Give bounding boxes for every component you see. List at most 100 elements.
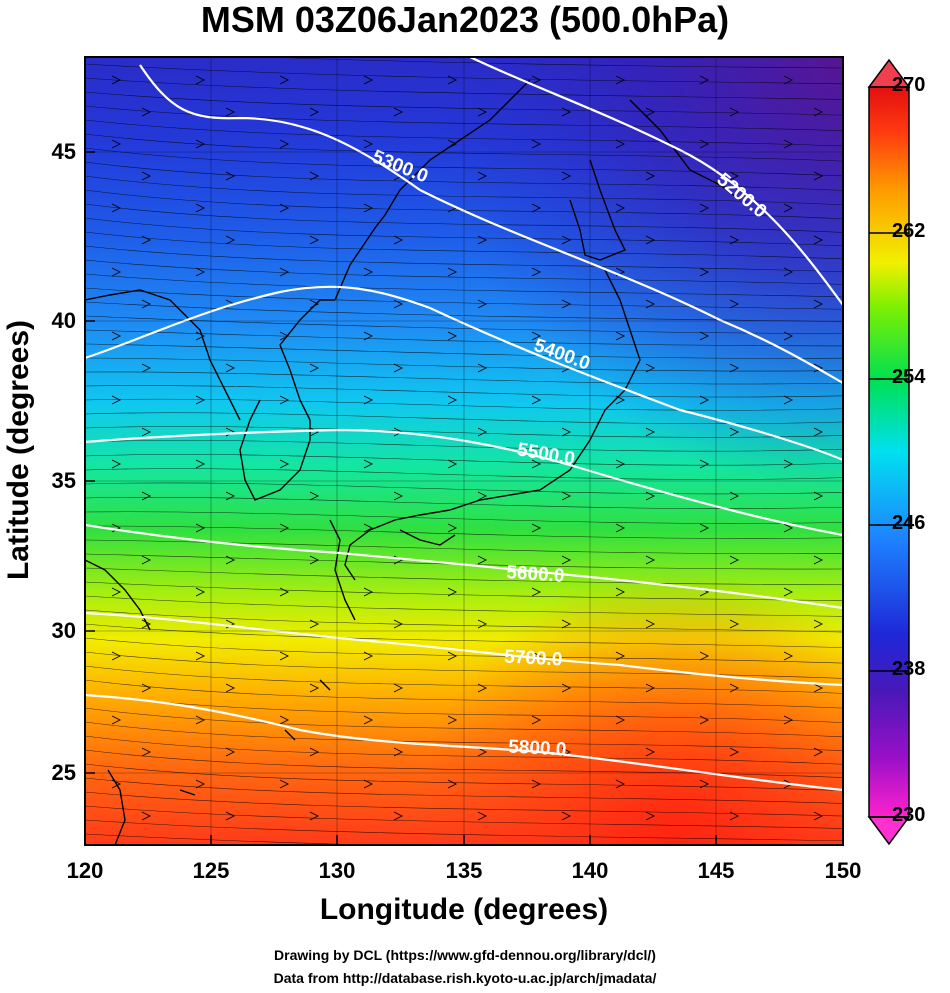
wind-arrow <box>615 139 626 149</box>
x-tick-label: 120 <box>66 858 104 883</box>
wind-arrow <box>195 75 206 85</box>
streamline <box>85 805 843 829</box>
x-tick-label: 135 <box>445 858 483 883</box>
streamline <box>85 651 843 679</box>
wind-arrow <box>195 715 206 725</box>
wind-arrow <box>729 619 740 629</box>
coastlines <box>85 79 741 845</box>
streamline <box>85 245 843 273</box>
wind-arrow <box>363 75 374 85</box>
wind-arrow <box>699 715 710 725</box>
wind-arrow <box>615 715 626 725</box>
streamline <box>85 440 843 452</box>
wind-arrow <box>561 427 572 437</box>
wind-arrow <box>561 811 572 821</box>
wind-arrow <box>393 747 404 757</box>
wind-arrow <box>813 555 824 565</box>
wind-arrow <box>783 459 794 469</box>
wind-arrow <box>783 267 794 277</box>
wind-arrow <box>531 587 542 597</box>
wind-arrow <box>309 363 320 373</box>
streamline <box>85 525 843 539</box>
wind-arrow <box>615 395 626 405</box>
streamline <box>85 819 843 842</box>
wind-arrow <box>645 811 656 821</box>
y-tick-label: 30 <box>51 618 76 643</box>
wind-arrow <box>645 427 656 437</box>
wind-arrow <box>195 779 206 789</box>
wind-arrow <box>729 811 740 821</box>
streamline <box>85 371 843 385</box>
wind-arrow <box>531 779 542 789</box>
wind-arrow <box>813 619 824 629</box>
wind-arrow <box>447 651 458 661</box>
wind-arrow <box>225 491 236 501</box>
streamline <box>85 301 843 322</box>
wind-arrow <box>225 235 236 245</box>
wind-arrow <box>729 299 740 309</box>
streamline <box>85 287 843 310</box>
wind-arrow <box>699 651 710 661</box>
wind-arrow <box>813 491 824 501</box>
wind-arrow <box>111 587 122 597</box>
wind-arrow <box>363 523 374 533</box>
wind-arrow <box>111 139 122 149</box>
wind-arrow <box>225 107 236 117</box>
wind-arrow <box>141 235 152 245</box>
wind-arrow <box>195 203 206 213</box>
wind-arrow <box>729 171 740 181</box>
streamline <box>85 385 843 398</box>
wind-arrow <box>699 459 710 469</box>
wind-arrow <box>363 651 374 661</box>
wind-arrow <box>561 619 572 629</box>
wind-arrow <box>813 811 824 821</box>
wind-arrow <box>279 75 290 85</box>
streamline <box>85 133 843 162</box>
streamline <box>85 63 843 85</box>
wind-arrow <box>195 523 206 533</box>
wind-arrow <box>141 171 152 181</box>
wind-arrow <box>195 395 206 405</box>
wind-arrow <box>225 427 236 437</box>
wind-arrow <box>645 747 656 757</box>
streamline <box>85 273 843 298</box>
x-tick-label: 125 <box>192 858 230 883</box>
wind-arrow <box>645 619 656 629</box>
wind-arrow <box>279 715 290 725</box>
wind-arrow <box>729 747 740 757</box>
streamline <box>85 735 843 765</box>
wind-arrow <box>393 491 404 501</box>
streamline <box>85 357 843 372</box>
streamline <box>85 105 843 131</box>
wind-arrow <box>813 363 824 373</box>
wind-arrow <box>279 523 290 533</box>
streamline <box>85 553 843 570</box>
wind-arrow <box>645 683 656 693</box>
streamline <box>85 454 843 466</box>
wind-arrow <box>531 523 542 533</box>
streamline <box>85 581 843 601</box>
wind-arrow <box>729 363 740 373</box>
wind-arrow <box>561 683 572 693</box>
map-title: MSM 03Z06Jan2023 (500.0hPa) <box>200 0 730 40</box>
wind-arrow <box>195 651 206 661</box>
wind-arrow <box>363 395 374 405</box>
streamline <box>85 539 843 554</box>
wind-arrow <box>279 203 290 213</box>
x-tick-label: 140 <box>571 858 609 883</box>
streamline <box>85 398 843 411</box>
wind-arrow <box>477 747 488 757</box>
wind-arrow <box>783 139 794 149</box>
contour-label: 5700.0 <box>504 647 563 671</box>
streamline <box>85 119 843 147</box>
streamline <box>85 707 843 738</box>
wind-arrow <box>813 299 824 309</box>
x-axis-label: Longitude (degrees) <box>319 893 609 926</box>
wind-arrow <box>447 75 458 85</box>
streamline <box>85 637 843 664</box>
wind-streamlines <box>85 57 843 845</box>
wind-arrow <box>615 331 626 341</box>
wind-arrow <box>279 139 290 149</box>
wind-arrow <box>645 171 656 181</box>
